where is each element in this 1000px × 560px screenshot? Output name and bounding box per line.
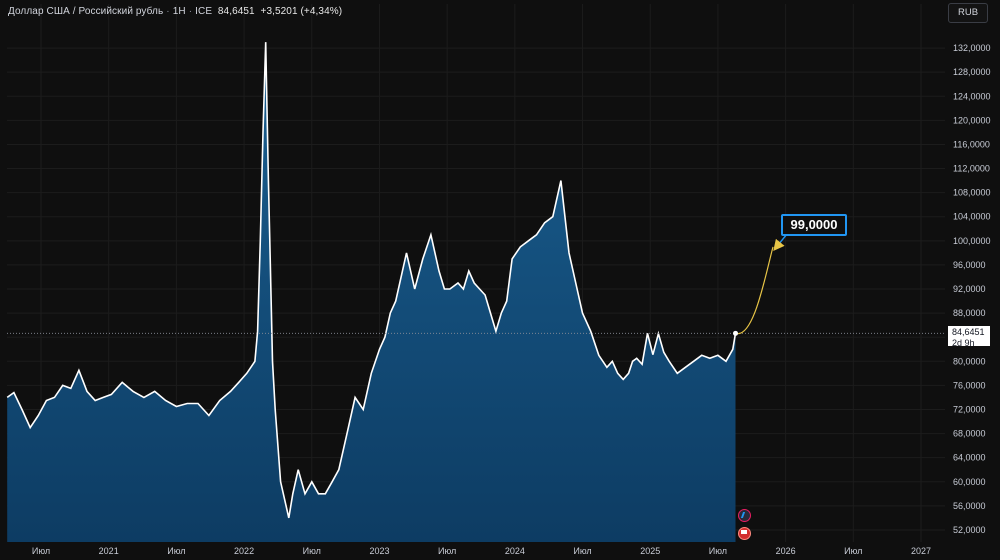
y-tick-label: 76,0000 — [953, 380, 986, 390]
y-tick-label: 52,0000 — [953, 525, 986, 535]
x-tick-label: Июл — [844, 546, 862, 556]
y-tick-label: 60,0000 — [953, 477, 986, 487]
y-tick-label: 100,0000 — [953, 236, 991, 246]
us-flag-event-icon[interactable] — [738, 527, 751, 540]
price-tag-value: 84,6451 — [952, 327, 985, 337]
x-tick-label: 2023 — [369, 546, 389, 556]
symbol-legend: Доллар США / Российский рубль · 1Н · ICE 84,… — [8, 6, 343, 17]
y-tick-label: 116,0000 — [953, 139, 990, 149]
x-tick-label: Июл — [709, 546, 727, 556]
price-line — [6, 42, 737, 519]
x-tick-label: Июл — [303, 546, 321, 556]
x-axis[interactable]: Июл 2021 Июл 2022 Июл 2023 Июл 2024 Июл 2025 Июл 20… — [32, 546, 931, 556]
projection-curve — [735, 246, 774, 334]
y-tick-label: 64,0000 — [953, 453, 986, 463]
y-tick-label: 112,0000 — [953, 164, 990, 174]
y-tick-label: 68,0000 — [953, 429, 986, 439]
price-tag: 84,6451 2d 9h — [948, 326, 990, 348]
y-tick-label: 92,0000 — [953, 284, 986, 294]
exchange: ICE — [195, 6, 213, 17]
y-tick-label: 132,0000 — [953, 43, 991, 53]
y-tick-label: 72,0000 — [953, 404, 986, 414]
y-tick-label: 88,0000 — [953, 308, 986, 318]
last-price: 84,6451 — [217, 6, 255, 17]
y-axis[interactable]: 132,0000 128,0000 124,0000 120,0000 116,0000… — [953, 43, 991, 535]
y-tick-label: 120,0000 — [953, 115, 991, 125]
y-tick-label: 56,0000 — [953, 501, 986, 511]
x-tick-label: 2021 — [99, 546, 119, 556]
x-tick-label: 2022 — [234, 546, 254, 556]
dividend-event-icon[interactable] — [738, 509, 751, 522]
price-area — [7, 42, 736, 542]
x-tick-label: Июл — [438, 546, 456, 556]
x-tick-label: Июл — [167, 546, 185, 556]
interval: 1Н — [172, 6, 186, 17]
y-tick-label: 80,0000 — [953, 356, 986, 366]
y-tick-label: 124,0000 — [953, 91, 991, 101]
projection-arrow — [773, 233, 788, 252]
price-change: +3,5201 (+4,34%) — [260, 6, 343, 17]
x-tick-label: 2027 — [911, 546, 931, 556]
y-tick-label: 96,0000 — [953, 260, 986, 270]
x-tick-label: 2024 — [505, 546, 525, 556]
x-tick-label: Июл — [573, 546, 591, 556]
y-tick-label: 104,0000 — [953, 212, 991, 222]
currency-button[interactable]: RUB — [948, 3, 988, 23]
x-tick-label: 2026 — [776, 546, 796, 556]
x-tick-label: 2025 — [640, 546, 660, 556]
last-price-dot — [733, 330, 739, 336]
target-label[interactable]: 99,0000 — [781, 214, 847, 236]
x-tick-label: Июл — [32, 546, 50, 556]
y-tick-label: 108,0000 — [953, 188, 991, 198]
instrument-name: Доллар США / Российский рубль — [8, 6, 164, 17]
y-tick-label: 128,0000 — [953, 67, 991, 77]
price-tag-countdown: 2d 9h — [952, 338, 975, 348]
